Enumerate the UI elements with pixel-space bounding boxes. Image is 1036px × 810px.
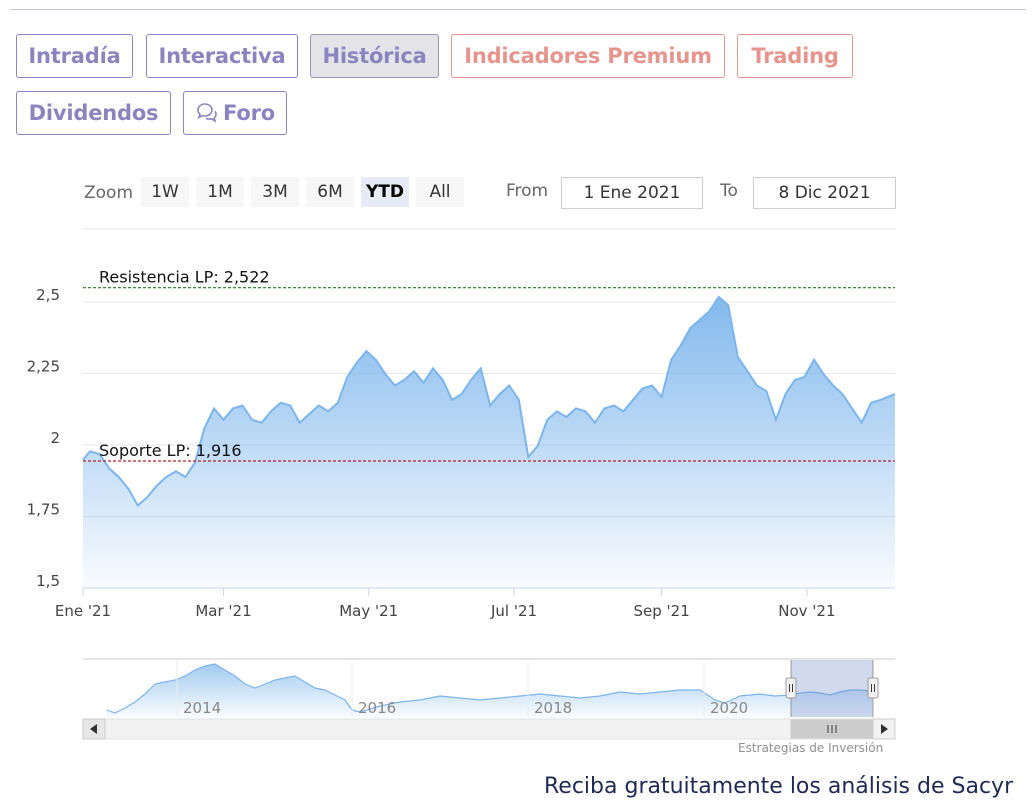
tab-interactiva-label: Interactiva bbox=[158, 44, 286, 68]
range-all-button[interactable]: All bbox=[416, 177, 464, 207]
x-tick-label: Sep '21 bbox=[634, 602, 690, 620]
chart-credits[interactable]: Estrategias de Inversión bbox=[738, 741, 884, 755]
tab-historica[interactable]: Histórica bbox=[310, 34, 439, 78]
navigator-selection[interactable] bbox=[791, 660, 873, 717]
y-tick-label: 1,75 bbox=[27, 501, 60, 519]
tab-intradia[interactable]: Intradía bbox=[16, 34, 133, 78]
price-area bbox=[83, 296, 895, 588]
promo-text[interactable]: Reciba gratuitamente los análisis de Sac… bbox=[544, 774, 1014, 799]
to-date-input[interactable]: 8 Dic 2021 bbox=[753, 177, 896, 209]
navigator-left-handle[interactable] bbox=[785, 677, 797, 699]
tab-dividendos-label: Dividendos bbox=[28, 101, 159, 125]
x-tick-label: Mar '21 bbox=[195, 602, 251, 620]
range-1w-button[interactable]: 1W bbox=[141, 177, 189, 207]
range-6m-button[interactable]: 6M bbox=[306, 177, 354, 207]
y-tick-label: 1,5 bbox=[36, 572, 60, 590]
navigator-tick-label: 2018 bbox=[534, 699, 572, 717]
y-tick-label: 2 bbox=[50, 429, 60, 447]
tab-foro[interactable]: Foro bbox=[183, 91, 287, 135]
scrollbar-track[interactable] bbox=[82, 718, 896, 740]
zoom-label: Zoom bbox=[84, 183, 134, 203]
range-3m-button[interactable]: 3M bbox=[251, 177, 299, 207]
chat-bubbles-icon bbox=[197, 103, 217, 123]
navigator-line bbox=[106, 663, 873, 714]
tab-indicadores-premium-label: Indicadores Premium bbox=[464, 44, 712, 68]
y-tick-label: 2,5 bbox=[36, 286, 60, 304]
from-date-input[interactable]: 1 Ene 2021 bbox=[561, 177, 703, 209]
tab-dividendos[interactable]: Dividendos bbox=[16, 91, 171, 135]
range-1m-button[interactable]: 1M bbox=[196, 177, 244, 207]
scroll-left-arrow-icon bbox=[90, 724, 97, 734]
to-label: To bbox=[720, 181, 738, 201]
x-tick-label: Jul '21 bbox=[490, 602, 537, 620]
tab-historica-label: Histórica bbox=[322, 44, 427, 68]
handle-body[interactable] bbox=[785, 677, 797, 699]
navigator-tick-label: 2014 bbox=[183, 699, 221, 717]
price-line bbox=[82, 295, 896, 508]
range-ytd-button[interactable]: YTD bbox=[361, 177, 409, 207]
price-chart: Resistencia LP: 2,522 Soporte LP: 1,916 1… bbox=[27, 228, 896, 740]
resistance-label: Resistencia LP: 2,522 bbox=[99, 268, 270, 287]
x-tick-label: Ene '21 bbox=[55, 602, 111, 620]
tab-foro-label: Foro bbox=[223, 101, 275, 125]
x-tick-label: May '21 bbox=[339, 602, 398, 620]
handle-body[interactable] bbox=[867, 677, 879, 699]
navigator-tick-label: 2016 bbox=[358, 699, 396, 717]
tab-interactiva[interactable]: Interactiva bbox=[146, 34, 298, 78]
tab-intradia-label: Intradía bbox=[28, 44, 121, 68]
navigator-area bbox=[107, 664, 872, 717]
tab-trading[interactable]: Trading bbox=[737, 34, 853, 78]
navigator-right-handle[interactable] bbox=[867, 677, 879, 699]
navigator-tick-label: 2020 bbox=[710, 699, 748, 717]
support-label: Soporte LP: 1,916 bbox=[99, 441, 242, 460]
scroll-right-arrow-icon bbox=[881, 724, 888, 734]
from-label: From bbox=[506, 181, 549, 201]
y-tick-label: 2,25 bbox=[27, 358, 60, 376]
x-tick-label: Nov '21 bbox=[778, 602, 835, 620]
top-divider bbox=[10, 9, 1026, 10]
tab-trading-label: Trading bbox=[751, 44, 839, 68]
tab-indicadores-premium[interactable]: Indicadores Premium bbox=[451, 34, 725, 78]
